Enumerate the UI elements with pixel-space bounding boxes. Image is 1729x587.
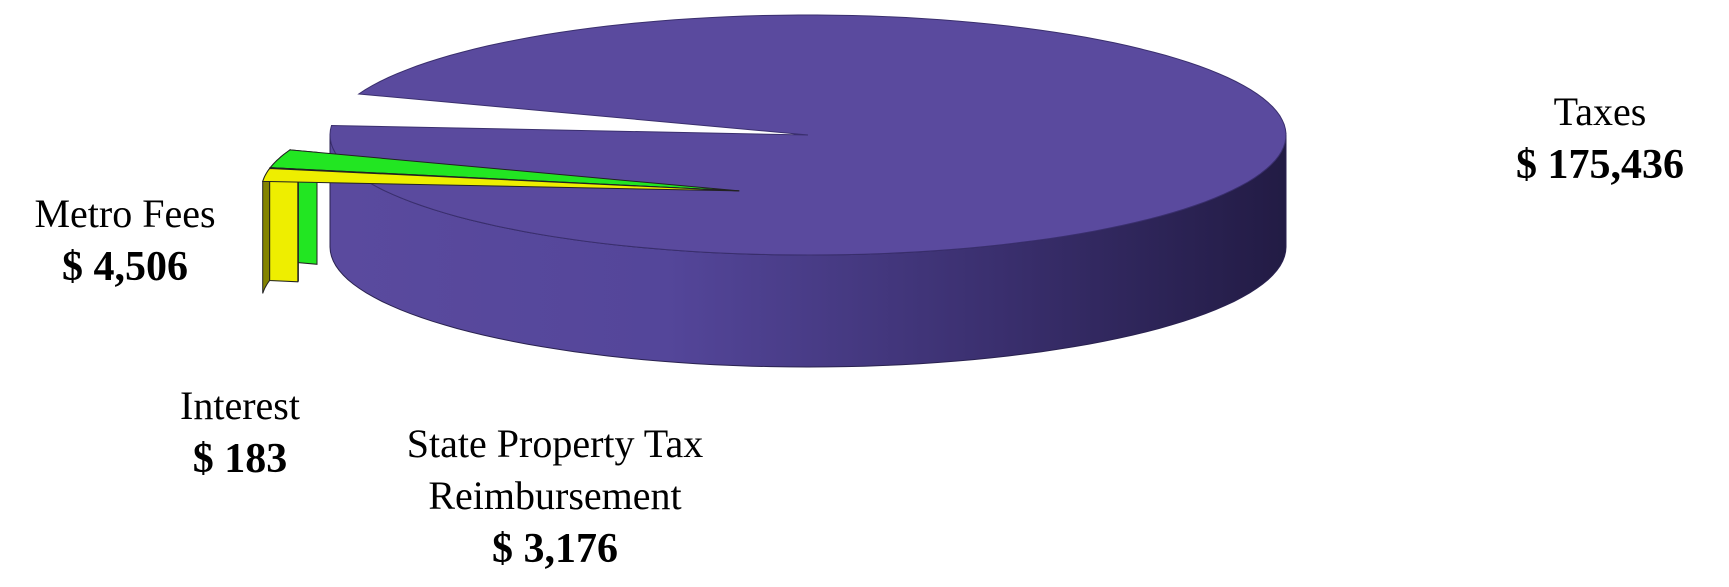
slice-label-state-property-tax: State Property Tax Reimbursement $ 3,176	[355, 418, 755, 577]
slice-name-metro-fees: Metro Fees	[34, 191, 216, 236]
slice-label-metro-fees: Metro Fees $ 4,506	[0, 188, 250, 295]
slice-name-state-line-2: Reimbursement	[428, 473, 682, 518]
pie-body	[261, 14, 1287, 368]
slice-value-interest: $ 183	[192, 436, 288, 482]
slice-value-metro-fees: $ 4,506	[62, 244, 188, 290]
slice-label-taxes: Taxes $ 175,436	[1500, 86, 1700, 193]
slice-top-state-property-tax	[261, 167, 740, 192]
slice-name-taxes: Taxes	[1553, 89, 1647, 134]
slice-top-taxes	[329, 14, 1287, 256]
slice-value-state-property-tax: $ 3,176	[492, 526, 618, 572]
slice-face-state-property-tax	[269, 167, 299, 283]
slice-name-state-line-1: State Property Tax	[406, 421, 704, 466]
slice-value-taxes: $ 175,436	[1516, 142, 1684, 188]
slice-label-interest: Interest $ 183	[140, 380, 340, 487]
slice-top-metro-fees	[269, 149, 740, 192]
slice-side-state-property-tax	[262, 167, 271, 294]
slice-name-interest: Interest	[180, 383, 300, 428]
